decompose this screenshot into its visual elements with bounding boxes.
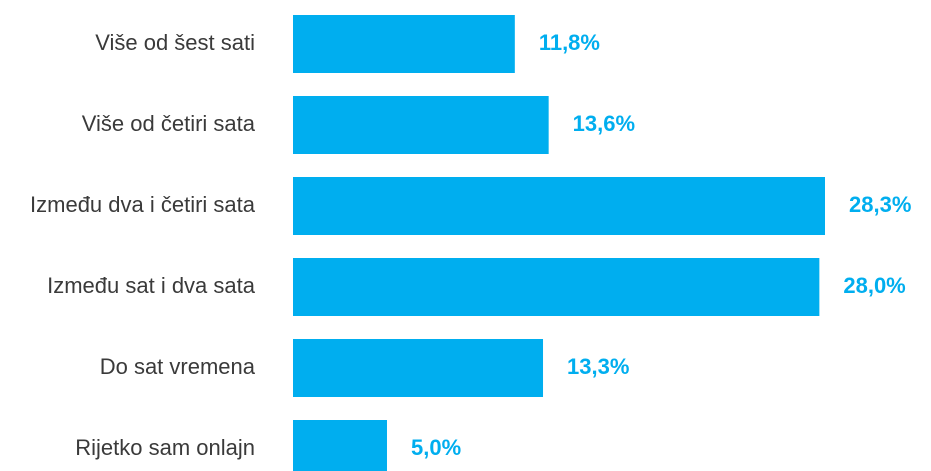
category-label: Više od četiri sata: [82, 111, 256, 136]
category-label: Između sat i dva sata: [47, 273, 256, 298]
value-label: 5,0%: [411, 435, 461, 460]
bar: [293, 258, 820, 316]
value-label: 28,0%: [843, 273, 905, 298]
category-label: Više od šest sati: [95, 30, 255, 55]
bar: [293, 15, 515, 73]
bar: [293, 339, 544, 397]
value-label: 13,6%: [573, 111, 635, 136]
value-label: 13,3%: [567, 354, 629, 379]
category-label: Između dva i četiri sata: [30, 192, 256, 217]
bar: [293, 96, 549, 154]
value-label: 28,3%: [849, 192, 911, 217]
category-label: Do sat vremena: [100, 354, 256, 379]
category-label: Rijetko sam onlajn: [75, 435, 255, 460]
value-label: 11,8%: [539, 30, 600, 55]
bar: [293, 420, 387, 471]
bar: [293, 177, 825, 235]
